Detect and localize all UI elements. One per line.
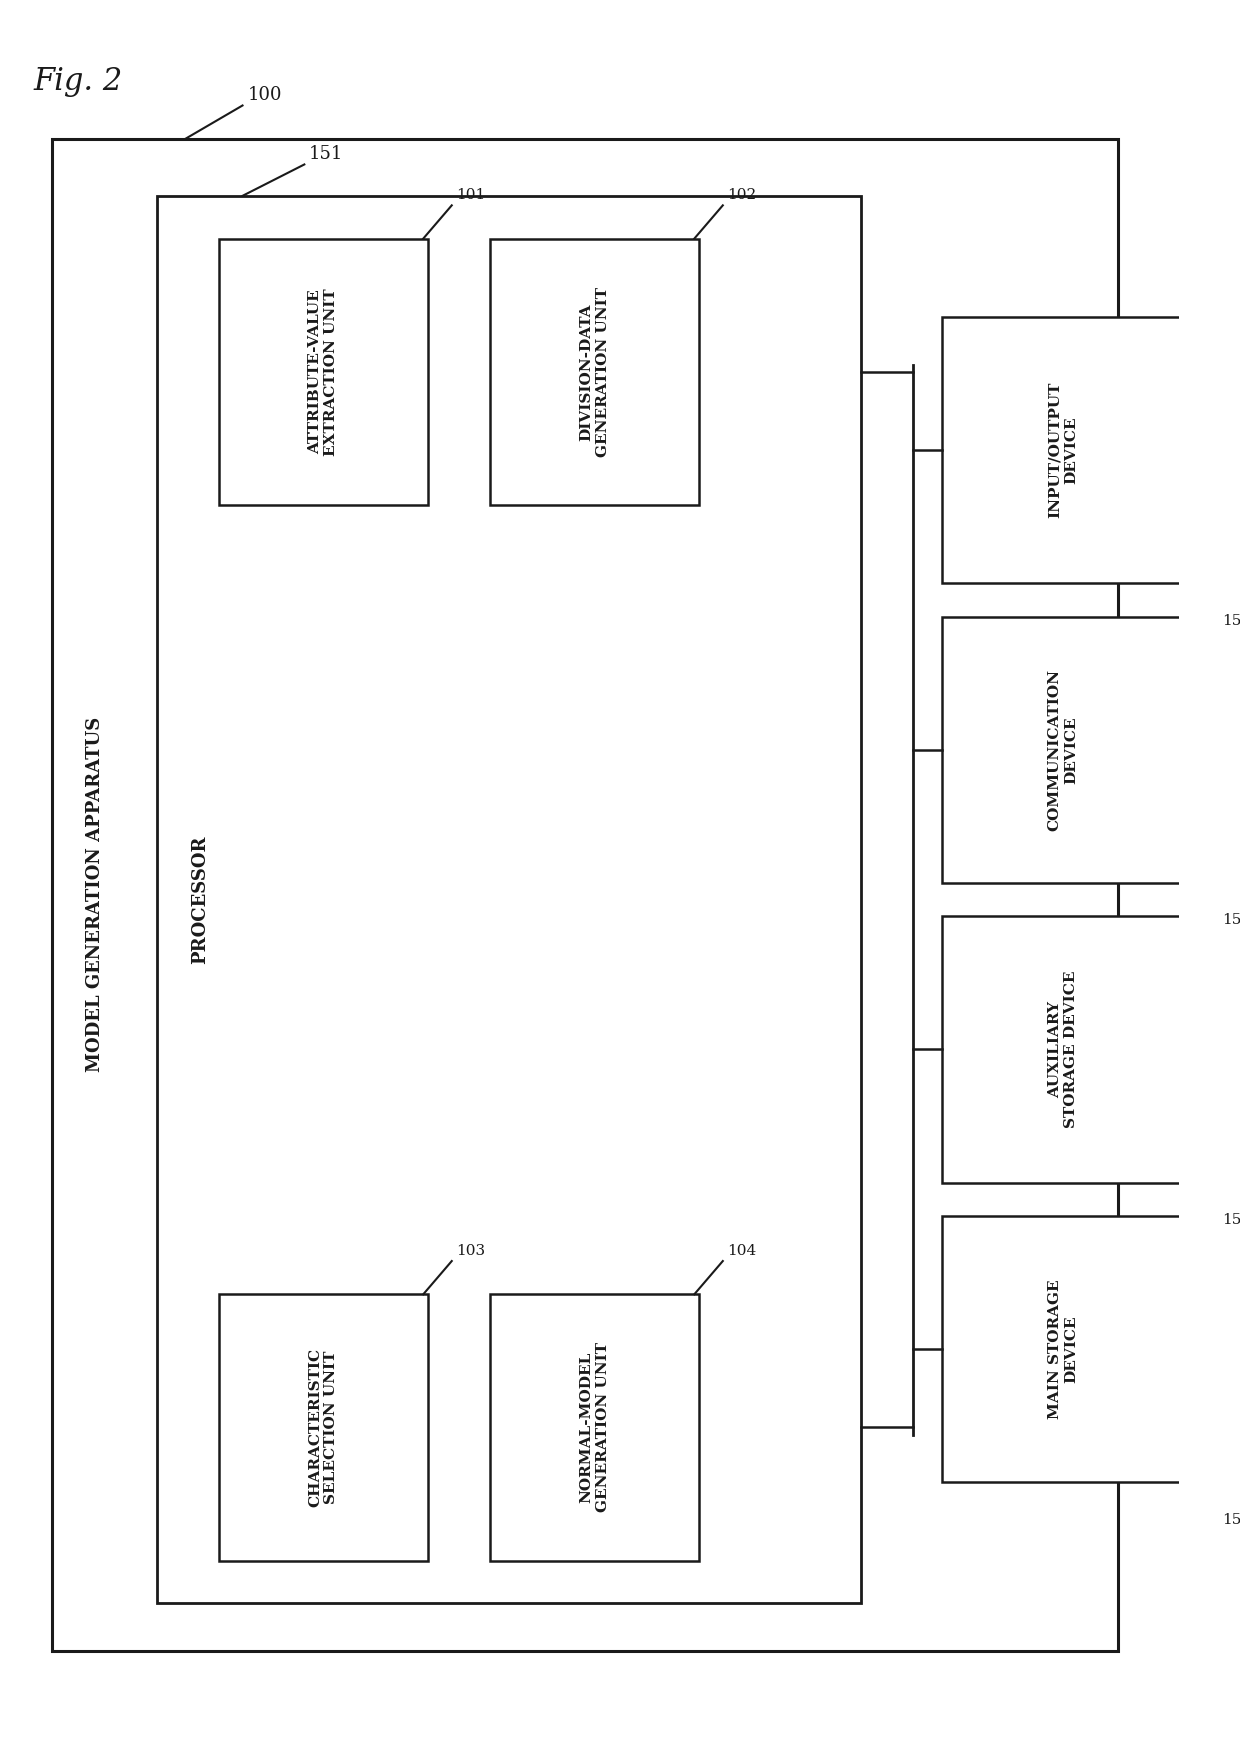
- Text: MAIN STORAGE
DEVICE: MAIN STORAGE DEVICE: [1048, 1280, 1078, 1419]
- Text: 101: 101: [456, 189, 486, 203]
- Bar: [941, 917, 1184, 1182]
- Text: AUXILIARY
STORAGE DEVICE: AUXILIARY STORAGE DEVICE: [1048, 971, 1078, 1128]
- Text: 100: 100: [247, 86, 281, 103]
- Bar: [941, 1215, 1184, 1482]
- Text: PROCESSOR: PROCESSOR: [191, 835, 208, 964]
- Bar: [218, 1294, 428, 1561]
- Text: 103: 103: [456, 1245, 486, 1259]
- Bar: [157, 196, 861, 1603]
- Text: NORMAL-MODEL
GENERATION UNIT: NORMAL-MODEL GENERATION UNIT: [579, 1343, 610, 1512]
- Text: MODEL GENERATION APPARATUS: MODEL GENERATION APPARATUS: [86, 718, 104, 1072]
- Text: 151: 151: [309, 145, 343, 162]
- Text: 104: 104: [728, 1245, 756, 1259]
- Text: 102: 102: [728, 189, 756, 203]
- Text: Fig. 2: Fig. 2: [33, 66, 123, 98]
- Text: INPUT/OUTPUT
DEVICE: INPUT/OUTPUT DEVICE: [1048, 382, 1078, 519]
- Text: ATTRIBUTE-VALUE
EXTRACTION UNIT: ATTRIBUTE-VALUE EXTRACTION UNIT: [309, 288, 339, 456]
- Bar: [218, 239, 428, 505]
- Bar: [490, 1294, 699, 1561]
- Text: 153: 153: [1223, 1213, 1240, 1227]
- Text: DIVISION-DATA
GENERATION UNIT: DIVISION-DATA GENERATION UNIT: [579, 286, 610, 457]
- Text: 152: 152: [1223, 1512, 1240, 1526]
- Bar: [941, 318, 1184, 583]
- Bar: [941, 616, 1184, 883]
- Text: COMMUNICATION
DEVICE: COMMUNICATION DEVICE: [1048, 669, 1078, 831]
- Text: 154: 154: [1223, 913, 1240, 927]
- Bar: [490, 239, 699, 505]
- Text: 155: 155: [1223, 615, 1240, 629]
- Text: CHARACTERISTIC
SELECTION UNIT: CHARACTERISTIC SELECTION UNIT: [309, 1348, 339, 1507]
